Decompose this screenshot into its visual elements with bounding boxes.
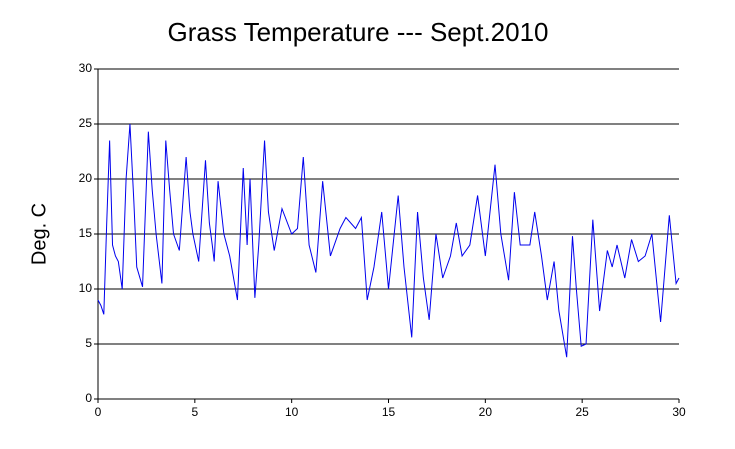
x-tick-label: 10 bbox=[285, 405, 299, 419]
x-tick-label: 30 bbox=[672, 405, 686, 419]
x-tick-label: 15 bbox=[382, 405, 396, 419]
y-tick-label: 25 bbox=[79, 116, 93, 130]
y-tick-label: 20 bbox=[79, 171, 93, 185]
y-axis-label: Deg. C bbox=[28, 203, 50, 265]
y-tick-label: 0 bbox=[85, 391, 92, 405]
x-tick-label: 0 bbox=[95, 405, 102, 419]
data-line bbox=[97, 123, 680, 358]
x-tick-label: 20 bbox=[479, 405, 493, 419]
y-tick-label: 10 bbox=[79, 281, 93, 295]
y-tick-label: 15 bbox=[79, 226, 93, 240]
y-tick-label: 5 bbox=[85, 336, 92, 350]
y-tick-label: 30 bbox=[79, 61, 93, 75]
x-tick-label: 25 bbox=[575, 405, 589, 419]
chart-title: Grass Temperature --- Sept.2010 bbox=[167, 17, 548, 47]
x-tick-label: 5 bbox=[191, 405, 198, 419]
